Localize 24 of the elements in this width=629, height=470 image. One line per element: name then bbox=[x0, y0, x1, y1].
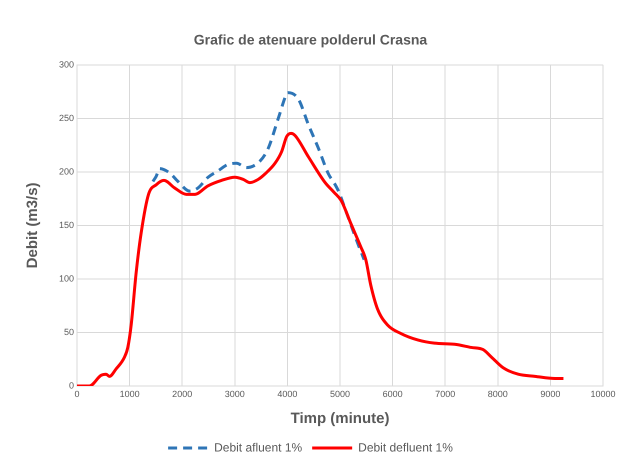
x-axis-title: Timp (minute) bbox=[290, 410, 390, 428]
y-tick-label: 250 bbox=[58, 112, 74, 123]
line-series bbox=[77, 132, 565, 386]
x-tick-label: 8000 bbox=[488, 388, 508, 399]
y-tick-label: 50 bbox=[64, 326, 74, 337]
x-tick-label: 4000 bbox=[277, 388, 298, 399]
y-tick-label: 100 bbox=[58, 273, 74, 284]
chart-title: Grafic de atenuare polderul Crasna bbox=[194, 31, 428, 48]
legend-label: Debit afluent 1% bbox=[214, 440, 302, 454]
line-series bbox=[151, 91, 366, 262]
x-tick-label: 3000 bbox=[224, 388, 245, 399]
x-tick-label: 7000 bbox=[435, 388, 456, 399]
x-tick-label: 5000 bbox=[330, 388, 350, 399]
x-tick-label: 1000 bbox=[120, 388, 140, 399]
x-tick-label: 10000 bbox=[590, 388, 616, 399]
y-axis-title: Debit (m3/s) bbox=[24, 182, 42, 268]
x-tick-label: 9000 bbox=[540, 388, 560, 399]
x-tick-label: 2000 bbox=[172, 388, 192, 399]
x-tick-label: 6000 bbox=[382, 388, 403, 399]
y-tick-label: 150 bbox=[58, 220, 74, 230]
legend-label: Debit defluent 1% bbox=[358, 440, 454, 454]
y-tick-label: 0 bbox=[68, 380, 74, 390]
y-tick-label: 200 bbox=[58, 166, 74, 176]
y-tick-label: 300 bbox=[58, 59, 74, 70]
